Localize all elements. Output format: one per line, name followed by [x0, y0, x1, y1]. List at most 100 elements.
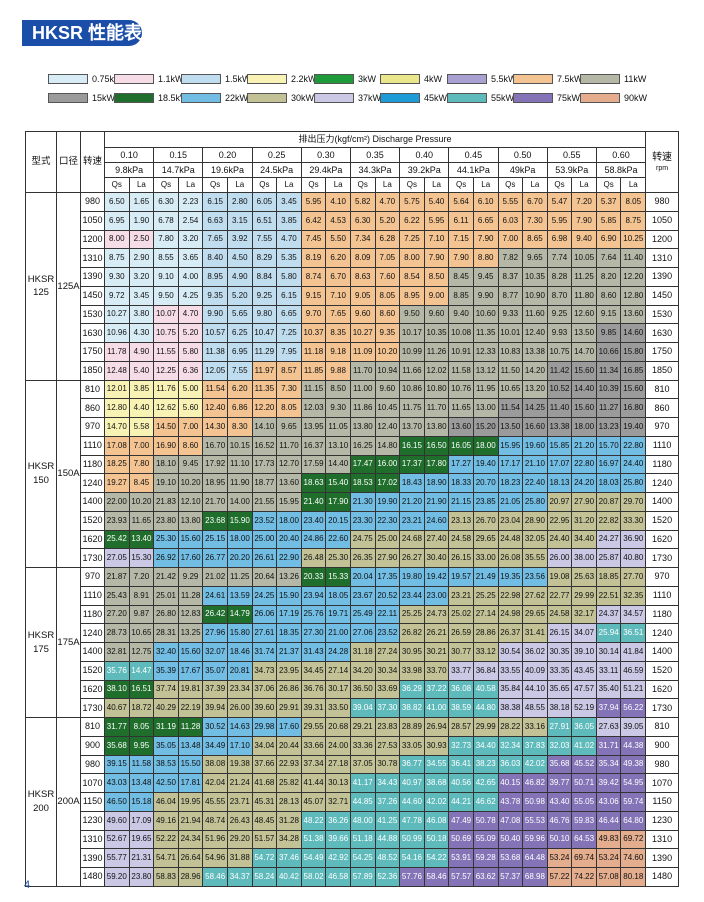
rpm-cell: 1050 [80, 210, 105, 231]
qs-value: 8.19 [300, 248, 327, 268]
la-value: 17.19 [276, 604, 302, 625]
header-model: 型式 [25, 131, 57, 193]
la-value: 11.25 [226, 567, 253, 587]
qs-value: 24.58 [546, 604, 573, 625]
qs-value: 10.83 [497, 342, 524, 362]
qs-value: 43.03 [104, 773, 130, 793]
la-value: 10.45 [374, 398, 401, 418]
qs-value: 11.35 [251, 379, 278, 400]
la-value: 31.20 [571, 510, 597, 531]
la-value: 30.78 [374, 754, 401, 775]
qs-value: 10.65 [497, 379, 524, 400]
table-row: 1530 10.27 3.80 10.07 4.70 9.90 5.65 9.80 6.65 9.… [26, 304, 680, 325]
la-value: 17.02 [374, 473, 401, 493]
rpm-cell-right: 860 [645, 398, 680, 418]
model-cell: HKSR 200 [25, 717, 57, 887]
la-value: 44.38 [620, 735, 647, 756]
la-value: 8.35 [325, 323, 351, 343]
la-value: 59.28 [472, 848, 499, 868]
la-value: 9.30 [325, 398, 351, 418]
qs-value: 57.76 [399, 867, 425, 887]
la-value: 59.96 [522, 829, 548, 850]
la-value: 23.83 [374, 717, 401, 737]
qs-value: 54.25 [349, 848, 376, 868]
col-qs: Qs [595, 177, 622, 193]
rpm-cell-right: 1620 [645, 529, 680, 550]
la-value: 7.90 [423, 248, 450, 268]
qs-value: 26.61 [251, 548, 278, 568]
model-name: HKSR [27, 630, 55, 641]
table-row: 1480 59.20 23.80 58.83 28.96 58.46 34.37 58.24 4… [26, 867, 680, 887]
la-value: 7.10 [325, 285, 351, 306]
qs-value: 35.34 [595, 754, 622, 775]
qs-value: 7.82 [497, 248, 524, 268]
pressure-kgf: 0.10 [103, 147, 155, 163]
qs-value: 7.45 [300, 229, 327, 250]
qs-value: 40.97 [399, 773, 425, 793]
la-value: 44.80 [472, 698, 499, 718]
la-value: 10.90 [522, 285, 548, 306]
la-value: 11.26 [423, 342, 450, 362]
qs-value: 10.08 [448, 323, 474, 343]
qs-value: 9.10 [153, 267, 179, 287]
la-value: 23.71 [226, 792, 253, 812]
la-value: 7.65 [325, 304, 351, 325]
qs-value: 8.60 [595, 285, 622, 306]
qs-value: 24.48 [497, 529, 524, 550]
la-value: 12.60 [571, 304, 597, 325]
qs-value: 19.80 [399, 567, 425, 587]
qs-value: 10.47 [251, 323, 278, 343]
table-row: 1150 46.50 15.18 46.04 19.95 45.55 23.71 45.31 2… [26, 792, 680, 812]
qs-value: 24.40 [546, 529, 573, 550]
la-value: 11.10 [226, 454, 253, 475]
la-value: 40.58 [472, 679, 499, 700]
la-value: 12.33 [472, 342, 499, 362]
qs-value: 37.06 [251, 679, 278, 700]
la-value: 21.20 [571, 435, 597, 456]
la-value: 3.85 [276, 210, 302, 231]
la-value: 44.88 [374, 829, 401, 850]
bore-cell: 150A [56, 379, 81, 568]
qs-value: 23.52 [251, 510, 278, 531]
pressure-kpa: 49kPa [497, 162, 548, 178]
qs-value: 10.57 [202, 323, 228, 343]
rpm-cell-right: 1240 [645, 473, 680, 493]
performance-table: 型式 口径 转速 排出压力(kgf/cm²) Discharge Pressure 转速… [25, 131, 680, 887]
col-qs: Qs [251, 177, 278, 193]
la-value: 15.90 [226, 510, 253, 531]
model-size: 125 [33, 287, 49, 299]
la-value: 19.71 [325, 604, 351, 625]
table-row: 1730 40.67 18.72 40.29 22.19 39.94 26.00 39.60 2… [26, 698, 680, 718]
qs-value: 6.11 [448, 210, 474, 231]
rpm-cell: 1070 [80, 773, 105, 793]
col-la: La [177, 177, 204, 193]
la-value: 26.64 [177, 848, 204, 868]
legend-swatch [380, 93, 420, 103]
qs-value: 14.50 [153, 417, 179, 437]
la-value: 3.20 [177, 229, 204, 250]
rpm-cell: 1630 [80, 323, 105, 343]
la-value: 15.40 [325, 473, 351, 493]
qs-value: 36.76 [300, 679, 327, 700]
qs-value: 57.37 [497, 867, 524, 887]
table-row: 1230 49.60 17.09 49.16 21.94 48.74 26.43 48.45 3… [26, 810, 680, 831]
rpm-cell-right: 1620 [645, 679, 680, 700]
la-value: 15.60 [177, 529, 204, 550]
col-qs: Qs [104, 177, 130, 193]
rpm-cell: 1520 [80, 660, 105, 681]
qs-value: 11.29 [251, 342, 278, 362]
legend-label: 15kW [92, 93, 116, 103]
la-value: 11.40 [620, 248, 647, 268]
qs-value: 54.72 [251, 848, 278, 868]
qs-value: 25.94 [595, 623, 622, 643]
la-value: 26.43 [226, 810, 253, 831]
la-value: 25.63 [571, 567, 597, 587]
qs-value: 51.57 [251, 829, 278, 850]
qs-value: 20.64 [251, 567, 278, 587]
qs-value: 54.16 [399, 848, 425, 868]
table-row: 1180 27.20 9.87 26.80 12.83 26.42 14.79 26.06 17… [26, 604, 680, 625]
la-value: 15.50 [177, 754, 204, 775]
qs-value: 13.70 [399, 417, 425, 437]
rpm-cell-right: 1310 [645, 829, 680, 850]
qs-value: 35.76 [104, 660, 130, 681]
